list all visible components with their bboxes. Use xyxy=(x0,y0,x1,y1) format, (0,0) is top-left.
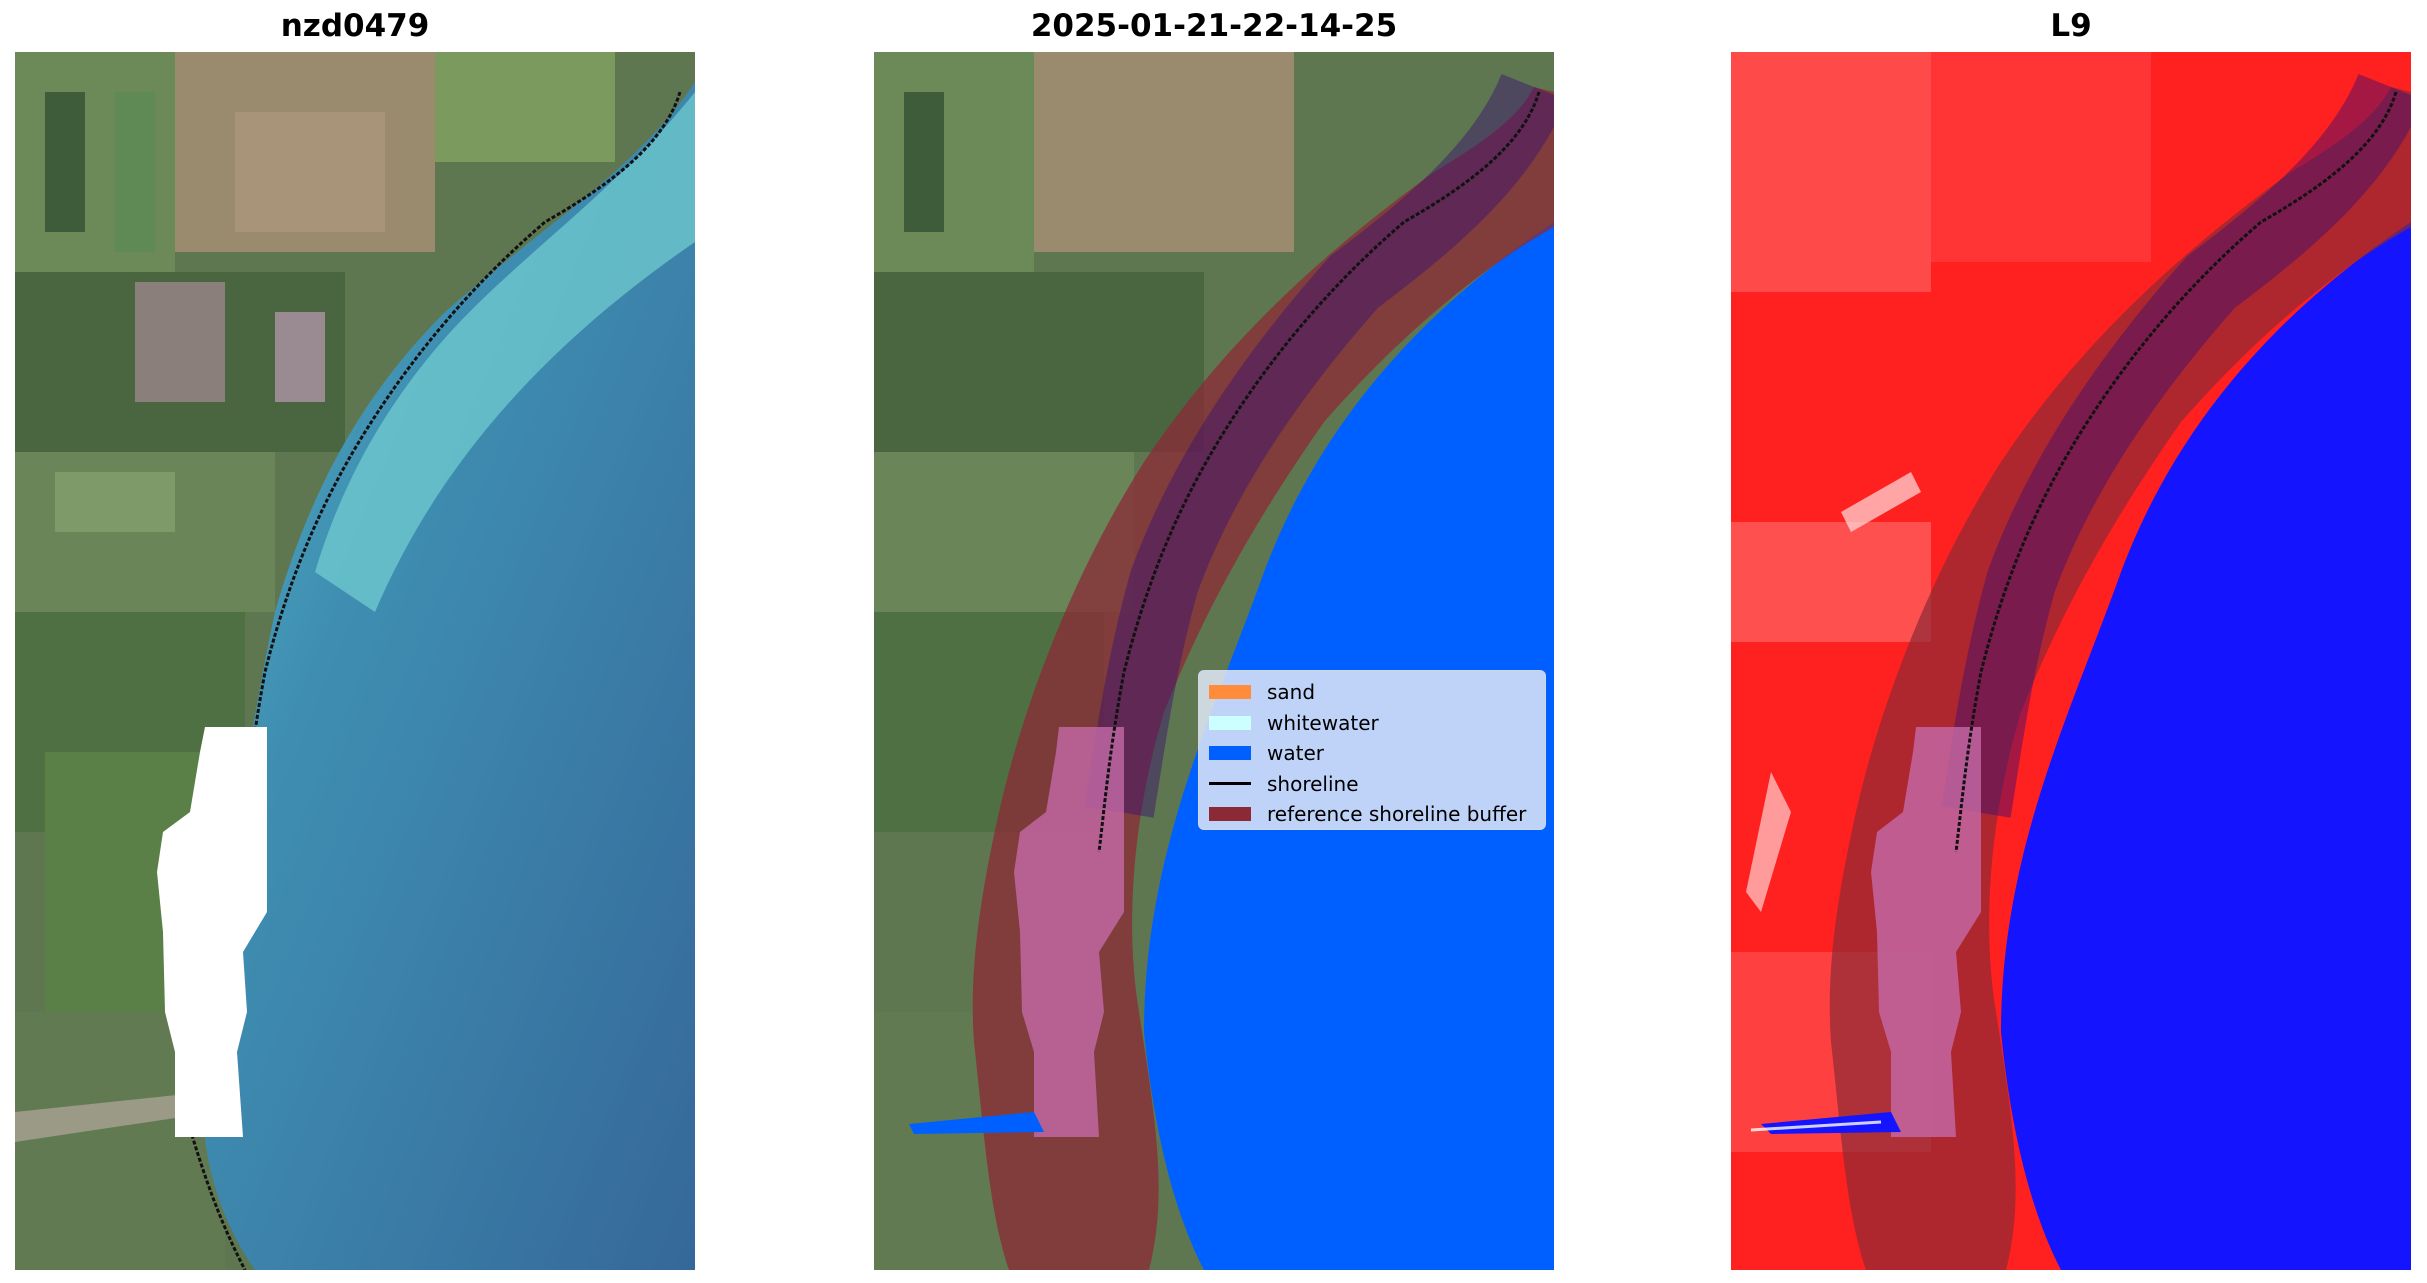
legend-item-whitewater: whitewater xyxy=(1209,708,1535,739)
index-image xyxy=(1731,52,2411,1270)
rgb-satellite-image xyxy=(15,52,695,1270)
classified-image-panel xyxy=(874,52,1554,1270)
legend: sand whitewater water shoreline referenc… xyxy=(1198,670,1546,830)
legend-label-whitewater: whitewater xyxy=(1267,710,1379,735)
legend-item-reference-buffer: reference shoreline buffer xyxy=(1209,799,1535,830)
panel-title-rgb: nzd0479 xyxy=(280,8,430,44)
legend-label-shoreline: shoreline xyxy=(1267,771,1359,796)
legend-item-shoreline: shoreline xyxy=(1209,769,1535,800)
reference-shoreline-buffer xyxy=(972,87,1554,1270)
panel-title-classified: 2025-01-21-22-14-25 xyxy=(1030,8,1398,44)
panel-title-index: L9 xyxy=(2050,8,2092,44)
legend-label-reference-buffer: reference shoreline buffer xyxy=(1267,802,1527,827)
legend-swatch-shoreline xyxy=(1209,782,1251,786)
legend-swatch-sand xyxy=(1209,685,1251,700)
legend-label-sand: sand xyxy=(1267,680,1316,705)
index-image-panel xyxy=(1731,52,2411,1270)
legend-item-sand: sand xyxy=(1209,677,1535,708)
legend-swatch-whitewater xyxy=(1209,715,1251,730)
rgb-image-panel xyxy=(15,52,695,1270)
legend-swatch-water xyxy=(1209,746,1251,761)
legend-item-water: water xyxy=(1209,738,1535,769)
classified-image xyxy=(874,52,1554,1270)
legend-swatch-reference-buffer xyxy=(1209,807,1251,822)
legend-label-water: water xyxy=(1267,741,1324,766)
index-water-region xyxy=(2001,97,2411,1270)
